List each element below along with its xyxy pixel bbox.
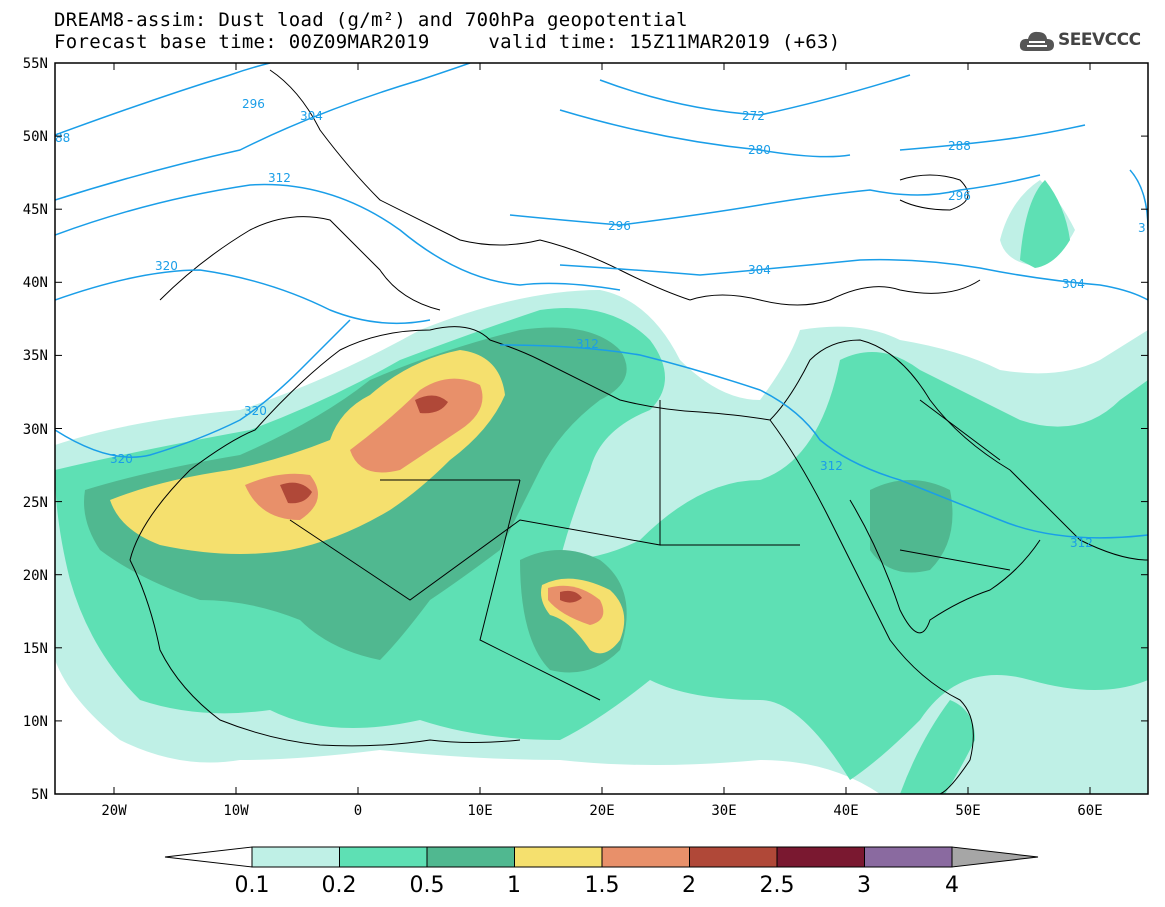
contour-label: 312 [268,171,291,185]
lon-label: 10E [467,803,492,819]
lon-label: 20W [101,803,127,819]
lat-label: 5N [31,787,48,803]
lat-label: 55N [23,56,48,72]
contour-label: 296 [948,189,971,203]
lat-label: 25N [23,495,48,511]
contour-label: 320 [110,452,133,466]
contour-label: 304 [1062,277,1085,291]
lat-label: 35N [23,348,48,364]
contour-label: 88 [55,131,70,145]
contour-label: 312 [820,459,843,473]
colorbar: 0.1 0.2 0.5 1 1.5 2 2.5 3 4 [164,846,1039,898]
colorbar-cell [689,846,778,868]
dust-area-mid-east [1020,180,1070,268]
lon-label: 40E [833,803,858,819]
lon-label: 30E [711,803,736,819]
colorbar-cell [514,846,603,868]
lon-label: 50E [955,803,980,819]
contour-label: 304 [300,109,323,123]
colorbar-tick: 1 [507,873,521,898]
lat-label: 45N [23,202,48,218]
contour-label: 320 [244,404,267,418]
longitude-axis: 20W 10W 0 10E 20E 30E 40E 50E 60E [101,63,1103,819]
cloud-icon [1019,31,1054,51]
map-title: DREAM8-assim: Dust load (g/m²) and 700hP… [54,9,688,31]
contour-label: 280 [748,143,771,157]
dust-field [55,63,1148,794]
dust-area-dark-3 [870,480,953,573]
valid-time: valid time: 15Z11MAR2019 (+63) [488,31,841,53]
colorbar-tick: 3 [857,873,871,898]
forecast-times: Forecast base time: 00Z09MAR2019 valid t… [54,32,841,52]
colorbar-tick: 0.2 [322,873,357,898]
geopotential-contours [55,63,1148,539]
contour-label: 3 [1138,221,1146,235]
colorbar-tick: 1.5 [585,873,620,898]
colorbar-max-arrow [951,846,1039,868]
lat-label: 50N [23,129,48,145]
dust-area-mid-somalia [900,700,975,794]
contour-label: 272 [742,109,765,123]
colorbar-tick: 2 [682,873,696,898]
dust-area-yellow [110,350,505,554]
lat-label: 10N [23,714,48,730]
latitude-axis: 55N 50N 45N 40N 35N 30N 25N 20N 15N 10N … [23,56,1148,803]
lat-label: 30N [23,422,48,438]
lon-label: 10W [223,803,249,819]
lon-label: 0 [354,803,362,819]
colorbar-cell [776,846,865,868]
contour-label: 312 [576,337,599,351]
base-time: Forecast base time: 00Z09MAR2019 [54,31,430,53]
colorbar-min-arrow [164,846,253,868]
colorbar-tick: 4 [945,873,959,898]
contour-label: 288 [948,139,971,153]
lat-label: 40N [23,275,48,291]
colorbar-cell [864,846,953,868]
colorbar-cell [426,846,515,868]
colorbar-tick: 2.5 [760,873,795,898]
contour-label: 320 [155,259,178,273]
colorbar-cell [601,846,690,868]
dust-area-orange [245,378,483,520]
colorbar-tick: 0.5 [410,873,445,898]
contour-label: 296 [608,219,631,233]
contour-label: 296 [242,97,265,111]
seevccc-logo: SEEVCCC [1018,27,1158,57]
coastlines [129,69,1148,794]
colorbar-tick: 0.1 [235,873,270,898]
colorbar-cell [251,846,340,868]
lon-label: 20E [589,803,614,819]
colorbar-cell [339,846,428,868]
contour-labels: 296 304 88 312 320 320 320 272 280 288 2… [55,97,1146,550]
contour-label: 304 [748,263,771,277]
logo-text: SEEVCCC [1058,30,1141,50]
lat-label: 15N [23,641,48,657]
contour-label: 312 [1070,536,1093,550]
lat-label: 20N [23,568,48,584]
lon-label: 60E [1077,803,1102,819]
